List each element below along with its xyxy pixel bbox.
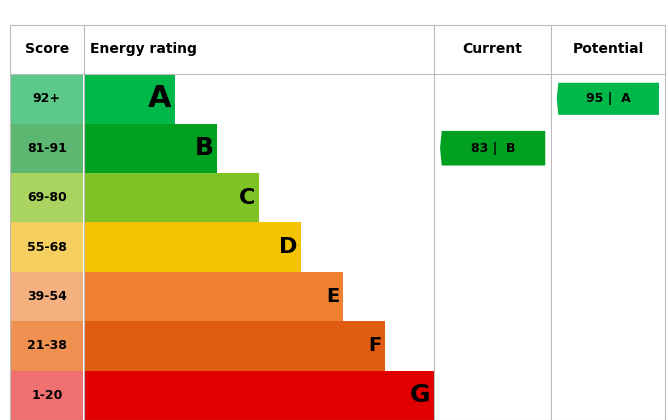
- Text: Score: Score: [25, 42, 69, 56]
- Bar: [84, 272, 343, 321]
- Text: Energy rating: Energy rating: [90, 42, 197, 56]
- Text: G: G: [410, 383, 431, 407]
- Bar: [84, 74, 175, 123]
- Text: Current: Current: [463, 42, 522, 56]
- Text: 95 |  A: 95 | A: [586, 92, 631, 105]
- Bar: [10, 222, 84, 272]
- Bar: [10, 25, 665, 74]
- Bar: [84, 370, 434, 420]
- Text: F: F: [369, 336, 382, 355]
- Text: 69-80: 69-80: [27, 191, 67, 204]
- Text: C: C: [239, 188, 255, 207]
- Polygon shape: [556, 83, 659, 115]
- Text: D: D: [279, 237, 298, 257]
- Bar: [10, 74, 84, 123]
- Text: 92+: 92+: [33, 92, 61, 105]
- Text: A: A: [148, 84, 171, 113]
- Text: B: B: [194, 136, 214, 160]
- Bar: [10, 321, 84, 370]
- Bar: [84, 321, 385, 370]
- Text: 55-68: 55-68: [27, 241, 67, 254]
- Text: 21-38: 21-38: [27, 339, 67, 352]
- Text: 1-20: 1-20: [31, 389, 62, 402]
- Text: 39-54: 39-54: [27, 290, 67, 303]
- Bar: [84, 222, 301, 272]
- Bar: [10, 370, 84, 420]
- Bar: [10, 123, 84, 173]
- Text: 81-91: 81-91: [27, 142, 67, 155]
- Bar: [10, 272, 84, 321]
- Bar: [84, 123, 217, 173]
- Text: Potential: Potential: [572, 42, 643, 56]
- Bar: [84, 173, 259, 222]
- Bar: [10, 173, 84, 222]
- Polygon shape: [440, 131, 545, 165]
- Text: E: E: [327, 287, 340, 306]
- Text: 83 |  B: 83 | B: [471, 142, 516, 155]
